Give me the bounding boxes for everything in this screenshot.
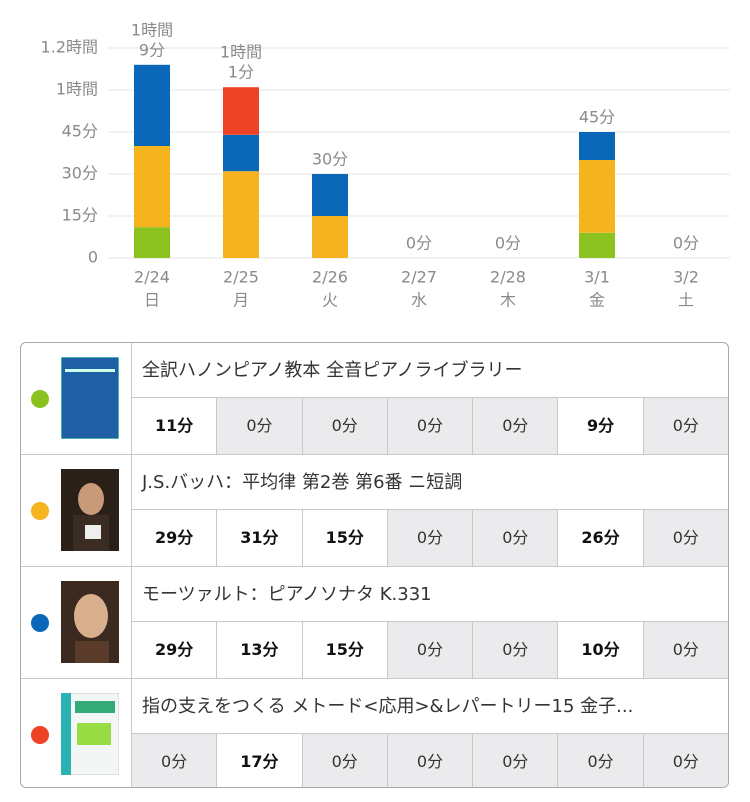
minutes-cell: 0分: [386, 734, 473, 787]
total-label: 9分: [139, 40, 165, 59]
minutes-cell: 13分: [216, 622, 302, 678]
y-tick-label: 45分: [62, 122, 98, 141]
x-weekday-label: 金: [589, 291, 605, 310]
minutes-cell: 11分: [131, 398, 217, 454]
total-label: 1時間: [131, 20, 173, 39]
y-tick-label: 0: [88, 248, 98, 267]
minutes-cell: 0分: [557, 734, 643, 787]
total-label: 1分: [228, 63, 254, 82]
book-row[interactable]: J.S.バッハ：平均律 第2巻 第6番 ニ短調 29分 31分 15分 0分 0分 26分 0…: [21, 455, 728, 567]
x-tick-label: 3/1: [584, 268, 610, 287]
book-cover: [61, 581, 119, 663]
minutes-cell: 0分: [216, 398, 302, 454]
x-tick-label: 3/2: [673, 268, 699, 287]
minutes-cell: 17分: [216, 734, 302, 787]
minutes-cell: 26分: [557, 510, 643, 566]
x-tick-label: 2/24: [134, 268, 170, 287]
legend-dot: [31, 614, 49, 632]
bar-segment: [579, 232, 615, 258]
minutes-cell: 0分: [301, 734, 387, 787]
x-weekday-label: 水: [411, 291, 427, 310]
x-tick-label: 2/26: [312, 268, 348, 287]
y-tick-label: 30分: [62, 164, 98, 183]
x-weekday-label: 日: [144, 291, 160, 310]
bar-segment: [312, 174, 348, 216]
minutes-cell: 0分: [642, 622, 728, 678]
minutes-cell: 0分: [642, 398, 728, 454]
bar-segment: [223, 134, 259, 172]
x-tick-label: 2/28: [490, 268, 526, 287]
total-label: 0分: [495, 234, 521, 253]
minutes-cell: 0分: [386, 398, 473, 454]
book-table: 全訳ハノンピアノ教本 全音ピアノライブラリー 11分 0分 0分 0分 0分 9分 0分 J.…: [20, 342, 729, 788]
book-row[interactable]: 全訳ハノンピアノ教本 全音ピアノライブラリー 11分 0分 0分 0分 0分 9分 0分: [21, 343, 728, 455]
total-label: 45分: [579, 108, 615, 127]
total-label: 30分: [312, 150, 348, 169]
bar-segment: [134, 146, 170, 228]
y-tick-label: 15分: [62, 206, 98, 225]
x-weekday-label: 土: [678, 291, 694, 310]
book-cover: [61, 357, 119, 439]
legend-dot: [31, 726, 49, 744]
legend-dot: [31, 502, 49, 520]
bar-segment: [579, 160, 615, 233]
x-weekday-label: 火: [322, 291, 338, 310]
minutes-cell: 9分: [557, 398, 643, 454]
bar-segment: [579, 132, 615, 160]
minutes-cell: 0分: [472, 510, 558, 566]
book-title: J.S.バッハ：平均律 第2巻 第6番 ニ短調: [131, 455, 728, 510]
minutes-cell: 0分: [472, 622, 558, 678]
book-row[interactable]: 指の支えをつくる メトード<応用>&レパートリー15 金子... 0分 17分 0分 0…: [21, 679, 728, 787]
y-tick-label: 1.2時間: [41, 38, 98, 57]
book-cover: [61, 693, 119, 775]
minutes-cell: 0分: [472, 734, 558, 787]
x-weekday-label: 月: [233, 291, 249, 310]
minutes-cell: 15分: [301, 622, 387, 678]
total-label: 1時間: [220, 43, 262, 62]
minutes-cell: 10分: [557, 622, 643, 678]
minutes-cell: 29分: [131, 622, 217, 678]
minutes-cell: 0分: [642, 734, 728, 787]
bar-segment: [134, 64, 170, 146]
bar-segment: [223, 171, 259, 258]
bar-segment: [312, 216, 348, 258]
total-label: 0分: [673, 234, 699, 253]
x-tick-label: 2/25: [223, 268, 259, 287]
total-label: 0分: [406, 234, 432, 253]
book-cover: [61, 469, 119, 551]
y-tick-label: 1時間: [56, 80, 98, 99]
minutes-cell: 0分: [642, 510, 728, 566]
x-weekday-label: 木: [500, 291, 516, 310]
minutes-cell: 0分: [131, 734, 217, 787]
minutes-cell: 15分: [301, 510, 387, 566]
minutes-cell: 29分: [131, 510, 217, 566]
bar-segment: [134, 227, 170, 258]
chart: 015分30分45分1時間1.2時間1時間9分2/24日1時間1分2/25月30…: [41, 20, 730, 310]
book-title: 全訳ハノンピアノ教本 全音ピアノライブラリー: [131, 343, 728, 398]
minutes-cell: 0分: [472, 398, 558, 454]
legend-dot: [31, 390, 49, 408]
minutes-cell: 0分: [386, 510, 473, 566]
book-title: 指の支えをつくる メトード<応用>&レパートリー15 金子...: [131, 679, 728, 734]
book-title: モーツァルト：ピアノソナタ K.331: [131, 567, 728, 622]
minutes-cell: 0分: [301, 398, 387, 454]
minutes-cell: 0分: [386, 622, 473, 678]
minutes-cell: 31分: [216, 510, 302, 566]
x-tick-label: 2/27: [401, 268, 437, 287]
bar-segment: [223, 87, 259, 135]
book-row[interactable]: モーツァルト：ピアノソナタ K.331 29分 13分 15分 0分 0分 10分 0分: [21, 567, 728, 679]
